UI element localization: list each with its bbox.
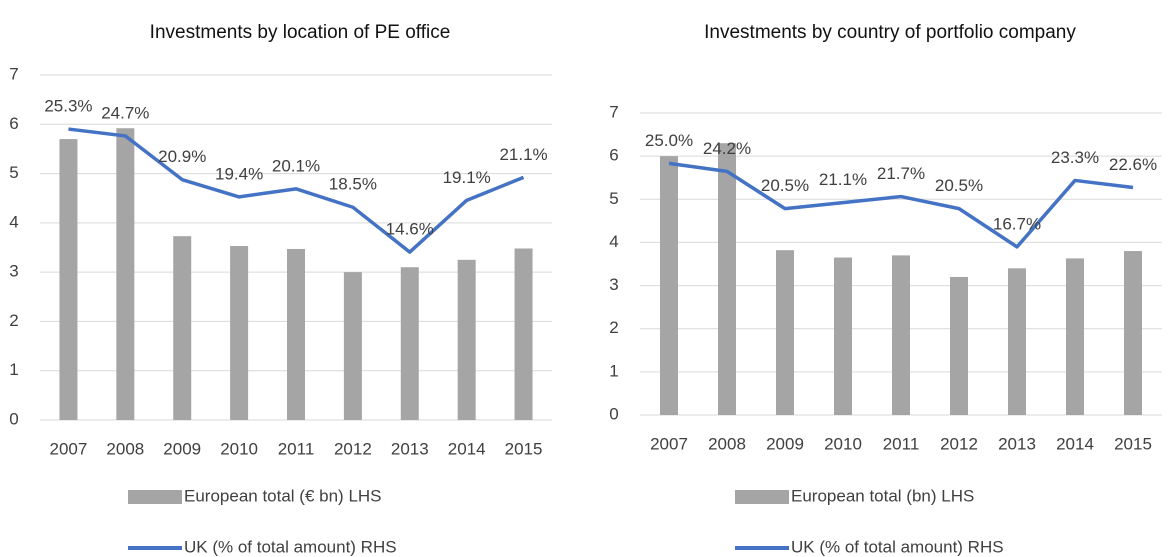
line	[668, 161, 1134, 249]
bar	[59, 139, 78, 421]
bar	[173, 236, 192, 420]
chart-title: Investments by location of PE office	[149, 22, 451, 43]
x-tick-label: 2007	[50, 439, 88, 458]
chart-title: Investments by country of portfolio comp…	[704, 22, 1076, 43]
x-tick-label: 2015	[505, 439, 543, 458]
bar	[1124, 251, 1142, 415]
x-tick-label: 2008	[708, 434, 746, 453]
bar	[718, 143, 736, 415]
x-tick-label: 2010	[220, 439, 258, 458]
y-tick-label: 7	[609, 102, 618, 121]
bar	[834, 257, 852, 415]
legend-label: European total (bn) LHS	[791, 486, 974, 505]
x-tick-label: 2009	[163, 439, 201, 458]
data-label: 20.5%	[761, 176, 809, 195]
x-tick-label: 2009	[766, 434, 804, 453]
legend-swatch	[128, 490, 182, 504]
x-tick-label: 2011	[278, 439, 315, 458]
y-tick-label: 4	[609, 232, 618, 251]
data-label: 21.7%	[877, 164, 925, 183]
bar	[230, 246, 249, 420]
bar	[892, 255, 910, 415]
bar	[950, 276, 968, 415]
data-label: 18.5%	[329, 175, 377, 194]
data-label: 24.2%	[703, 139, 751, 158]
bar	[400, 267, 419, 420]
data-label: 16.7%	[993, 214, 1041, 233]
data-label: 14.6%	[386, 220, 434, 239]
data-label: 22.6%	[1109, 155, 1157, 174]
bar	[457, 259, 476, 420]
y-tick-label: 7	[9, 64, 18, 83]
line	[68, 127, 525, 254]
y-tick-label: 6	[9, 114, 18, 133]
data-label: 21.1%	[499, 145, 547, 164]
data-label: 20.9%	[158, 147, 206, 166]
y-tick-label: 1	[609, 361, 618, 380]
data-label: 19.1%	[443, 168, 491, 187]
bar	[287, 248, 305, 420]
data-label: 19.4%	[215, 164, 263, 183]
bar	[1066, 258, 1084, 415]
y-tick-label: 6	[609, 146, 618, 165]
y-tick-label: 4	[9, 212, 18, 231]
x-tick-label: 2013	[391, 439, 429, 458]
y-tick-label: 5	[9, 163, 18, 182]
x-tick-label: 2012	[940, 434, 978, 453]
data-label: 24.7%	[101, 103, 149, 122]
bar	[116, 128, 135, 420]
bar	[1008, 268, 1026, 415]
data-label: 20.1%	[272, 156, 320, 175]
data-label: 23.3%	[1051, 148, 1099, 167]
y-tick-label: 2	[609, 318, 618, 337]
x-tick-label: 2012	[334, 439, 372, 458]
x-tick-label: 2013	[998, 434, 1036, 453]
y-tick-label: 3	[9, 262, 18, 281]
y-tick-label: 2	[9, 311, 18, 330]
x-tick-label: 2015	[1114, 434, 1152, 453]
bar	[514, 248, 533, 420]
y-tick-label: 3	[609, 275, 618, 294]
legend-swatch	[735, 490, 789, 504]
y-tick-label: 5	[609, 189, 618, 208]
y-tick-label: 0	[9, 409, 18, 428]
x-tick-label: 2007	[650, 434, 688, 453]
bar	[660, 156, 678, 415]
data-label: 20.5%	[935, 176, 983, 195]
legend-label: UK (% of total amount) RHS	[791, 537, 1004, 556]
data-label: 25.3%	[44, 97, 92, 116]
legend-label: UK (% of total amount) RHS	[184, 537, 397, 556]
legend-label: European total (€ bn) LHS	[184, 486, 382, 505]
x-tick-label: 2008	[106, 439, 144, 458]
x-tick-label: 2011	[883, 434, 920, 453]
data-label: 25.0%	[645, 131, 693, 150]
bar	[343, 272, 362, 420]
y-tick-label: 0	[609, 404, 618, 423]
bar	[776, 250, 794, 415]
x-tick-label: 2014	[448, 439, 486, 458]
data-label: 21.1%	[819, 170, 867, 189]
x-tick-label: 2010	[824, 434, 862, 453]
x-tick-label: 2014	[1056, 434, 1094, 453]
y-tick-label: 1	[9, 360, 18, 379]
